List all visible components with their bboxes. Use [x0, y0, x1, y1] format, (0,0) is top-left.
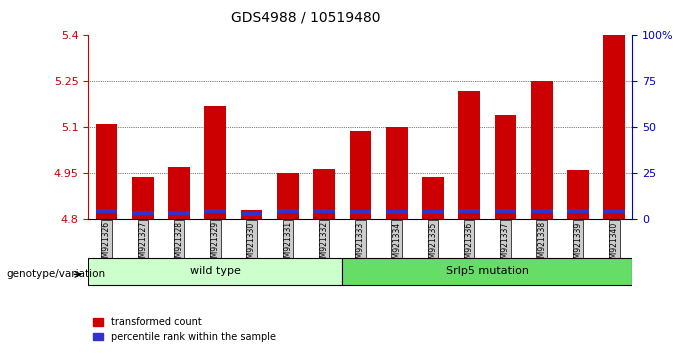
- Bar: [313, 209, 335, 213]
- FancyBboxPatch shape: [342, 258, 632, 285]
- Text: GSM921331: GSM921331: [284, 221, 292, 267]
- Bar: [458, 91, 480, 219]
- Text: GSM921339: GSM921339: [573, 221, 583, 268]
- Text: GSM921337: GSM921337: [501, 221, 510, 268]
- Bar: [494, 209, 516, 213]
- Bar: [241, 210, 262, 219]
- Bar: [458, 209, 480, 213]
- Bar: [603, 210, 625, 213]
- Text: GSM921338: GSM921338: [537, 221, 546, 267]
- Bar: [205, 106, 226, 219]
- Text: Srlp5 mutation: Srlp5 mutation: [446, 266, 529, 276]
- Bar: [313, 169, 335, 219]
- Bar: [168, 167, 190, 219]
- Text: GSM921336: GSM921336: [464, 221, 474, 268]
- Text: GSM921330: GSM921330: [247, 221, 256, 268]
- Bar: [386, 210, 407, 214]
- Bar: [96, 124, 118, 219]
- Text: genotype/variation: genotype/variation: [7, 269, 106, 279]
- Bar: [386, 127, 407, 219]
- Bar: [132, 211, 154, 215]
- Bar: [567, 170, 589, 219]
- Bar: [422, 177, 444, 219]
- Text: GSM921333: GSM921333: [356, 221, 365, 268]
- Text: GSM921327: GSM921327: [138, 221, 148, 267]
- Text: GSM921332: GSM921332: [320, 221, 328, 267]
- Bar: [350, 131, 371, 219]
- Legend: transformed count, percentile rank within the sample: transformed count, percentile rank withi…: [93, 317, 276, 342]
- Bar: [205, 209, 226, 213]
- Bar: [350, 210, 371, 214]
- Bar: [603, 35, 625, 219]
- Bar: [277, 173, 299, 219]
- Text: GSM921329: GSM921329: [211, 221, 220, 267]
- Bar: [494, 115, 516, 219]
- Bar: [531, 209, 553, 213]
- Bar: [277, 209, 299, 213]
- Text: GSM921334: GSM921334: [392, 221, 401, 268]
- Bar: [567, 209, 589, 213]
- Text: GDS4988 / 10519480: GDS4988 / 10519480: [231, 11, 381, 25]
- Text: GSM921326: GSM921326: [102, 221, 111, 267]
- Text: GSM921340: GSM921340: [610, 221, 619, 268]
- Bar: [241, 212, 262, 216]
- Bar: [132, 177, 154, 219]
- Bar: [531, 81, 553, 219]
- Bar: [422, 210, 444, 214]
- Bar: [168, 211, 190, 215]
- Text: wild type: wild type: [190, 266, 241, 276]
- FancyBboxPatch shape: [88, 258, 342, 285]
- Text: GSM921335: GSM921335: [428, 221, 437, 268]
- Text: GSM921328: GSM921328: [175, 221, 184, 267]
- Bar: [96, 209, 118, 213]
